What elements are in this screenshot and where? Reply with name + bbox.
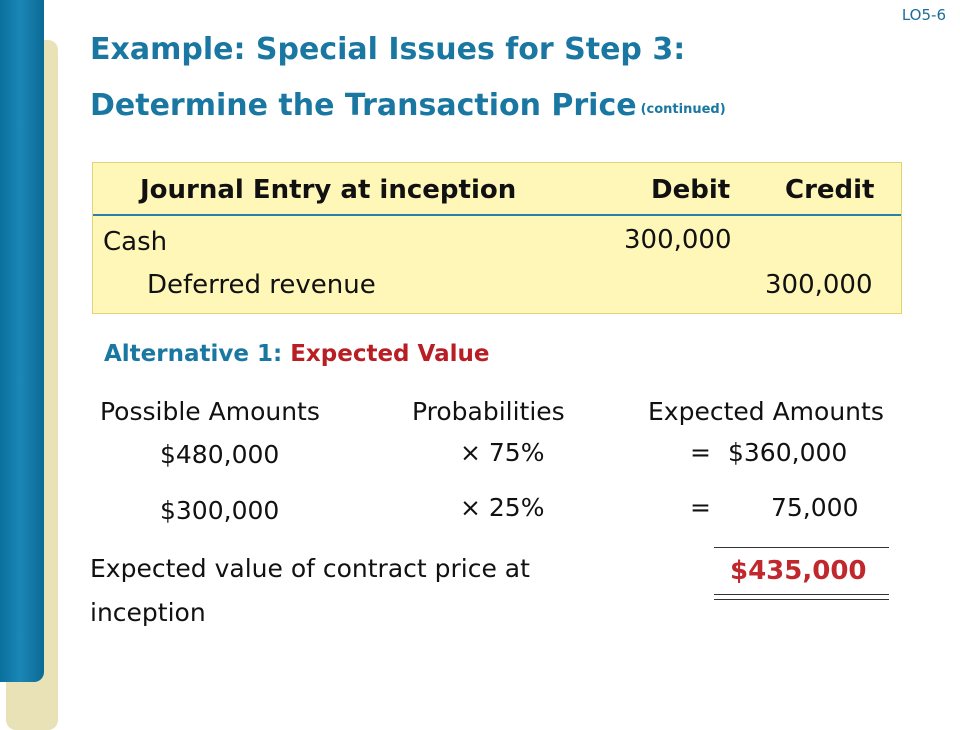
journal-credit-header: Credit: [785, 175, 875, 205]
alternative-heading: Alternative 1: Expected Value: [104, 341, 489, 367]
journal-row-account: Deferred revenue: [147, 270, 376, 300]
journal-entry-box: Journal Entry at inception Debit Credit …: [92, 162, 902, 314]
journal-header-label: Journal Entry at inception: [140, 175, 517, 205]
column-header-possible-amounts: Possible Amounts: [100, 397, 320, 426]
possible-amount-value: $300,000: [160, 496, 280, 525]
column-header-expected-amounts: Expected Amounts: [648, 397, 884, 426]
probability-value: × 25%: [460, 493, 545, 522]
possible-amount-value: $480,000: [160, 440, 280, 469]
equals-sign: =: [690, 438, 711, 467]
title-continued-note: (continued): [640, 102, 726, 117]
total-label-line1: Expected value of contract price at: [90, 554, 530, 583]
journal-row-credit: 300,000: [765, 270, 873, 300]
total-double-rule-upper: [714, 594, 889, 595]
expected-amount-value: $360,000: [728, 438, 848, 467]
column-header-probabilities: Probabilities: [412, 397, 565, 426]
learning-objective-code: LO5-6: [901, 6, 946, 24]
total-double-rule-lower: [714, 599, 889, 600]
equals-sign: =: [690, 493, 711, 522]
expected-amount-value: 75,000: [771, 493, 859, 522]
slide-title-text: Determine the Transaction Price: [90, 88, 637, 123]
total-rule-top: [714, 547, 889, 548]
alternative-name: Expected Value: [290, 341, 490, 367]
expected-value-total: $435,000: [730, 556, 867, 586]
journal-row-account: Cash: [103, 227, 168, 257]
total-label-line2: inception: [90, 598, 206, 627]
journal-debit-header: Debit: [651, 175, 731, 205]
journal-header-divider: [93, 214, 901, 216]
journal-row-debit: 300,000: [624, 225, 732, 255]
slide-title-line1: Example: Special Issues for Step 3:: [90, 32, 686, 67]
alternative-prefix: Alternative 1:: [104, 341, 283, 367]
probability-value: × 75%: [460, 438, 545, 467]
slide-title-line2: Determine the Transaction Price (continue…: [90, 88, 726, 123]
sidebar-accent-bar: [0, 0, 44, 682]
